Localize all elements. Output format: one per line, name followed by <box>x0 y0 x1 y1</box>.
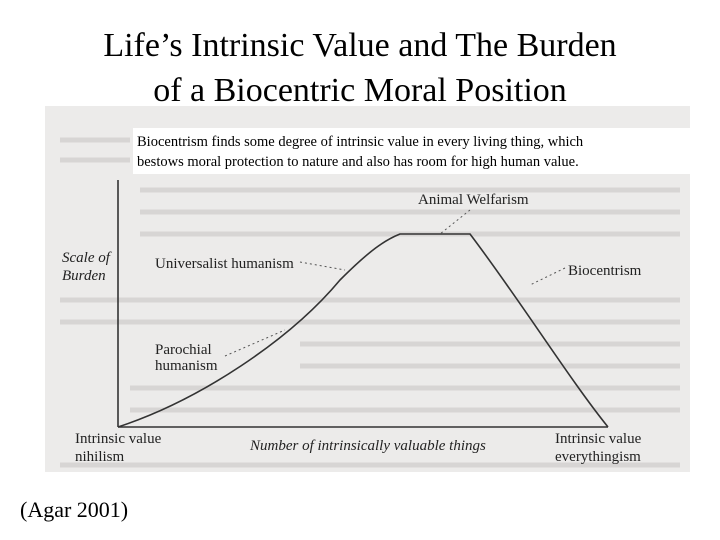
caption-box <box>133 128 690 174</box>
node-label: Biocentrism <box>568 263 642 279</box>
citation: (Agar 2001) <box>20 497 128 522</box>
x-axis-label: Number of intrinsically valuable things <box>249 438 486 454</box>
y-axis-label: Scale of <box>62 250 112 266</box>
axes <box>117 180 608 428</box>
title-line: Life’s Intrinsic Value and The Burden <box>103 27 616 64</box>
burden-curve <box>117 233 609 428</box>
leader-lines <box>224 209 566 357</box>
node-label: humanism <box>155 358 218 374</box>
node-label: Animal Welfarism <box>418 192 529 208</box>
left-end-label: nihilism <box>75 449 125 465</box>
caption-line: Biocentrism finds some degree of intrins… <box>137 134 584 150</box>
title-line: of a Biocentric Moral Position <box>153 72 567 109</box>
right-end-label: Intrinsic value <box>555 431 642 447</box>
right-end-label: everythingism <box>555 449 641 465</box>
y-axis-label: Burden <box>62 268 106 284</box>
left-end-label: Intrinsic value <box>75 431 162 447</box>
caption-line: bestows moral protection to nature and a… <box>137 154 579 170</box>
node-label: Universalist humanism <box>155 256 294 272</box>
node-label: Parochial <box>155 342 212 358</box>
faint-scan-text <box>60 137 680 468</box>
